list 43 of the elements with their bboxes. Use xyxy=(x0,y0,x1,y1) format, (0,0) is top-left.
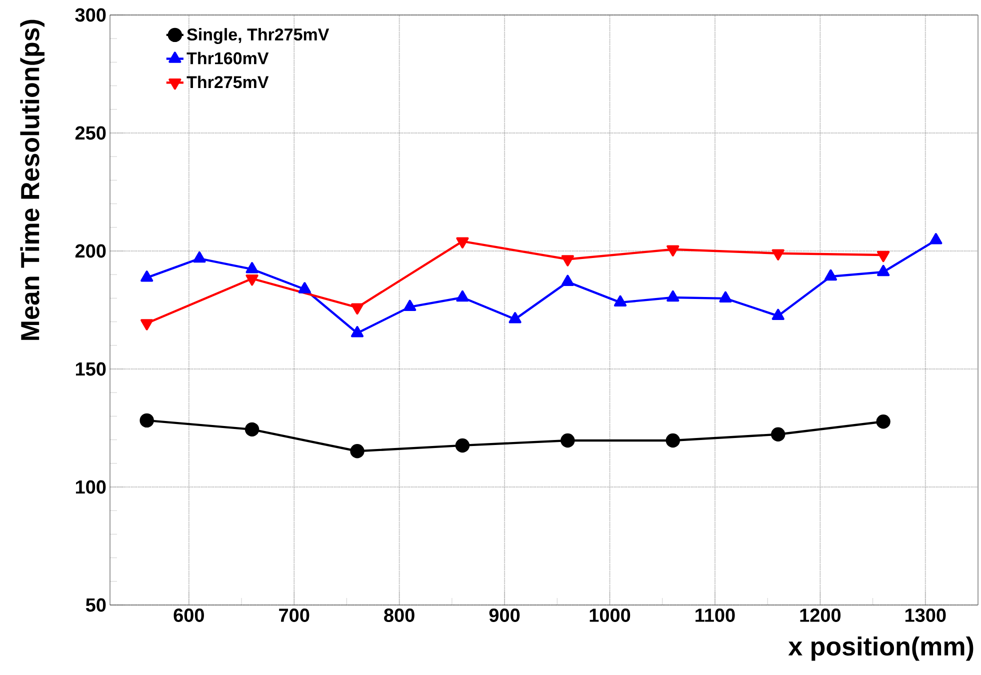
point xyxy=(140,270,154,282)
point xyxy=(771,427,786,442)
y-tick-label: 100 xyxy=(76,480,106,494)
point xyxy=(508,312,522,324)
x-tick-label: 1300 xyxy=(905,608,946,622)
point xyxy=(456,290,469,302)
y-tick-label: 300 xyxy=(75,8,106,22)
point xyxy=(614,295,627,307)
point xyxy=(350,326,364,338)
x-tick-label: 900 xyxy=(489,608,520,622)
y-tick-label: 250 xyxy=(75,126,106,140)
point xyxy=(244,422,260,437)
x-tick-label: 1100 xyxy=(696,608,735,622)
legend-label: Thr275mV xyxy=(186,76,269,88)
y-axis-title: Mean Time Resolution(ps) xyxy=(20,20,44,340)
point xyxy=(404,300,416,312)
point xyxy=(719,291,732,303)
x-axis-title: x position(mm) xyxy=(788,636,974,661)
point xyxy=(561,274,574,286)
legend-label: Single, Thr275mV xyxy=(187,28,330,44)
y-tick-label: 200 xyxy=(75,244,106,258)
point xyxy=(930,233,942,244)
point xyxy=(193,251,206,263)
legend-label: Thr160mV xyxy=(186,52,269,64)
point xyxy=(140,413,154,428)
point xyxy=(666,290,680,302)
point xyxy=(877,264,890,276)
point xyxy=(246,262,258,274)
x-tick-label: 1000 xyxy=(590,608,630,622)
point xyxy=(824,269,838,281)
y-tick-label: 150 xyxy=(76,362,106,376)
x-tick-label: 600 xyxy=(174,608,204,622)
point xyxy=(350,444,364,458)
point xyxy=(876,414,890,429)
x-tick-label: 800 xyxy=(384,608,414,622)
point xyxy=(560,433,575,448)
point xyxy=(455,438,470,453)
point xyxy=(298,282,311,294)
point xyxy=(666,433,680,448)
x-tick-label: 1200 xyxy=(800,608,841,622)
point xyxy=(772,308,784,320)
x-tick-label: 700 xyxy=(279,608,310,622)
y-tick-label: 50 xyxy=(86,598,106,612)
